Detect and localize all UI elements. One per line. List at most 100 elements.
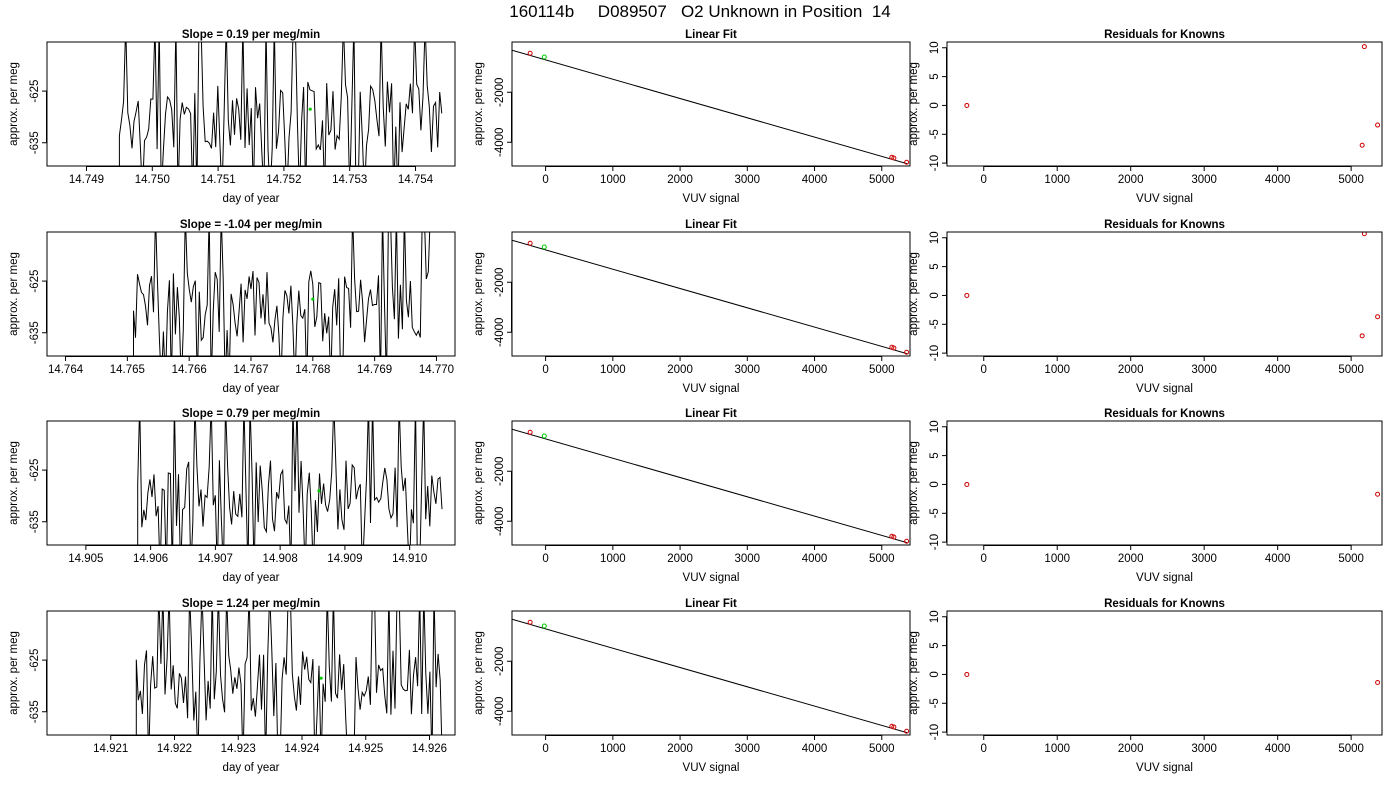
- x-tick-label: 0: [981, 364, 987, 376]
- known-point: [891, 345, 897, 351]
- trace-line: [137, 421, 443, 545]
- x-tick-label: 5000: [1338, 553, 1364, 565]
- x-tick-label: 5000: [1338, 364, 1364, 376]
- y-tick-label: 10: [929, 41, 941, 54]
- x-axis-label: VUV signal: [1136, 383, 1193, 395]
- plot-frame: [946, 41, 1383, 167]
- x-tick-label: 0: [981, 743, 987, 755]
- unknown-point: [541, 623, 547, 629]
- x-tick-label: 2000: [1118, 553, 1144, 565]
- x-tick-label: 4000: [802, 174, 828, 186]
- x-axis-label: day of year: [223, 383, 280, 395]
- x-tick-label: 4000: [1265, 743, 1291, 755]
- y-tick-label: -10: [929, 724, 941, 741]
- known-point: [904, 728, 910, 734]
- plot-frame: [946, 420, 1383, 546]
- known-point: [904, 538, 910, 544]
- known-point: [527, 240, 533, 246]
- x-tick-label: 2000: [667, 174, 693, 186]
- x-tick-label: 5000: [869, 364, 895, 376]
- known-point: [891, 155, 897, 161]
- x-tick-label: 5000: [869, 743, 895, 755]
- x-tick-label: 14.751: [201, 174, 236, 186]
- x-axis-label: VUV signal: [1136, 762, 1193, 774]
- data-layer: [964, 481, 1381, 497]
- plot-frame: [946, 231, 1383, 357]
- y-axis-label: approx. per meg: [473, 252, 485, 336]
- x-tick-label: 4000: [802, 553, 828, 565]
- chart-panel-10: Slope = 1.24 per meg/min 14.921 14.922 14.9…: [8, 598, 456, 774]
- y-tick-label: -4000: [494, 507, 506, 536]
- x-tick-label: 5000: [1338, 174, 1364, 186]
- y-axis-label: approx. per meg: [473, 631, 485, 715]
- chart-panel-5: Linear Fit 0 1000 2000 3000 4000 5000 VUV signa…: [473, 219, 911, 395]
- x-tick-label: 2000: [1118, 364, 1144, 376]
- x-tick-label: 14.923: [221, 743, 256, 755]
- y-tick-label: -4000: [494, 697, 506, 726]
- x-axis-label: VUV signal: [1136, 193, 1193, 205]
- data-layer: [133, 232, 431, 356]
- plot-frame: [46, 41, 456, 167]
- x-tick-label: 2000: [1118, 743, 1144, 755]
- x-tick-label: 3000: [735, 364, 761, 376]
- x-tick-label: 1000: [600, 364, 626, 376]
- unknown-point: [319, 676, 323, 680]
- plot-frame: [946, 610, 1383, 736]
- known-point: [964, 292, 970, 298]
- known-point: [1375, 122, 1381, 128]
- x-tick-label: 14.906: [133, 553, 168, 565]
- x-axis-label: day of year: [223, 762, 280, 774]
- chart-title: Slope = -1.04 per meg/min: [180, 219, 322, 231]
- x-tick-label: 5000: [869, 174, 895, 186]
- y-axis-label: approx. per meg: [473, 441, 485, 525]
- y-axis-label: approx. per meg: [8, 62, 20, 146]
- chart-title: Slope = 1.24 per meg/min: [182, 598, 320, 610]
- chart-panel-2: Linear Fit 0 1000 2000 3000 4000 5000 VUV signa…: [473, 29, 911, 205]
- y-tick-label: -2000: [494, 647, 506, 676]
- fit-line: [512, 618, 908, 734]
- x-tick-label: 14.749: [69, 174, 104, 186]
- x-tick-label: 1000: [1044, 553, 1070, 565]
- x-tick-label: 3000: [735, 174, 761, 186]
- known-point: [964, 671, 970, 677]
- unknown-point: [541, 54, 547, 60]
- y-tick-label: 5: [929, 642, 941, 648]
- plot-frame: [46, 231, 456, 357]
- known-point: [1361, 232, 1367, 237]
- fit-line: [512, 239, 908, 355]
- x-tick-label: 14.922: [157, 743, 192, 755]
- x-tick-label: 0: [981, 174, 987, 186]
- chart-panel-8: Linear Fit 0 1000 2000 3000 4000 5000 VUV signa…: [473, 408, 911, 584]
- x-tick-label: 1000: [600, 174, 626, 186]
- y-tick-label: -10: [929, 534, 941, 551]
- known-point: [964, 102, 970, 108]
- x-tick-label: 5000: [1338, 743, 1364, 755]
- chart-panel-1: Slope = 0.19 per meg/min 14.749 14.750 14.7…: [8, 29, 456, 205]
- y-tick-label: -2000: [494, 457, 506, 486]
- x-tick-label: 14.769: [357, 364, 392, 376]
- unknown-point: [311, 297, 315, 301]
- x-tick-label: 3000: [735, 553, 761, 565]
- x-tick-label: 4000: [1265, 174, 1291, 186]
- data-layer: [118, 42, 443, 166]
- data-layer: [135, 611, 443, 735]
- x-tick-label: 0: [542, 174, 548, 186]
- y-tick-label: 0: [929, 292, 941, 298]
- y-tick-label: -635: [29, 321, 41, 344]
- y-axis-label: approx. per meg: [908, 631, 920, 715]
- y-tick-label: -5: [929, 508, 941, 518]
- known-point: [527, 619, 533, 625]
- x-tick-label: 3000: [735, 743, 761, 755]
- trace-line: [135, 611, 443, 735]
- y-tick-label: 0: [929, 671, 941, 677]
- x-axis-label: day of year: [223, 572, 280, 584]
- known-point: [1359, 333, 1365, 339]
- y-tick-label: -635: [29, 510, 41, 533]
- chart-panel-4: Slope = -1.04 per meg/min 14.764 14.765 14.…: [8, 219, 456, 395]
- x-tick-label: 14.924: [284, 743, 320, 755]
- x-tick-label: 14.910: [392, 553, 427, 565]
- chart-panel-12: Residuals for Knowns 0 1000 2000 3000 4000 500…: [908, 598, 1383, 774]
- trace-line: [118, 42, 443, 166]
- y-tick-label: -625: [29, 270, 41, 293]
- chart-title: Slope = 0.19 per meg/min: [182, 29, 320, 41]
